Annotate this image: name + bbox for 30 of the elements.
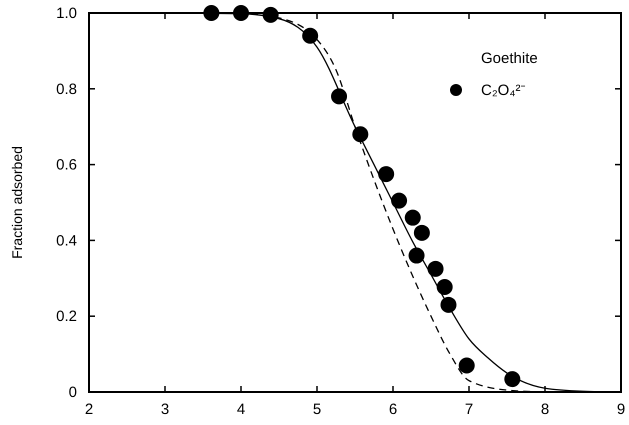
point xyxy=(391,192,408,209)
y-tick-label: 0.4 xyxy=(56,232,77,250)
x-tick-label: 5 xyxy=(312,401,322,418)
x-tick-label: 9 xyxy=(616,401,626,418)
point xyxy=(378,166,394,182)
point xyxy=(458,357,475,374)
point xyxy=(302,28,318,44)
legend-label: C₂O₄²⁻ xyxy=(481,82,526,99)
y-tick-label: 0.2 xyxy=(56,308,77,326)
point xyxy=(331,88,348,104)
y-tick-label: 0.6 xyxy=(56,156,77,174)
point xyxy=(504,371,520,388)
point xyxy=(414,224,430,241)
y-axis-title: Fraction adsorbed xyxy=(9,146,25,259)
point xyxy=(440,296,456,313)
x-tick-label: 6 xyxy=(388,401,398,418)
x-tick-label: 8 xyxy=(540,401,550,418)
y-tick-label: 0 xyxy=(68,384,77,401)
x-tick-label: 7 xyxy=(464,401,474,418)
legend-title: Goethite xyxy=(481,50,538,67)
x-tick-label: 3 xyxy=(160,401,170,418)
point xyxy=(404,210,421,226)
point xyxy=(352,126,368,142)
y-tick-label: 1.0 xyxy=(56,5,77,22)
y-tick-label: 0.8 xyxy=(56,80,77,98)
point xyxy=(408,248,425,264)
point xyxy=(436,279,453,296)
x-tick-label: 2 xyxy=(84,401,94,418)
point xyxy=(428,260,444,277)
x-tick-label: 4 xyxy=(236,401,246,418)
